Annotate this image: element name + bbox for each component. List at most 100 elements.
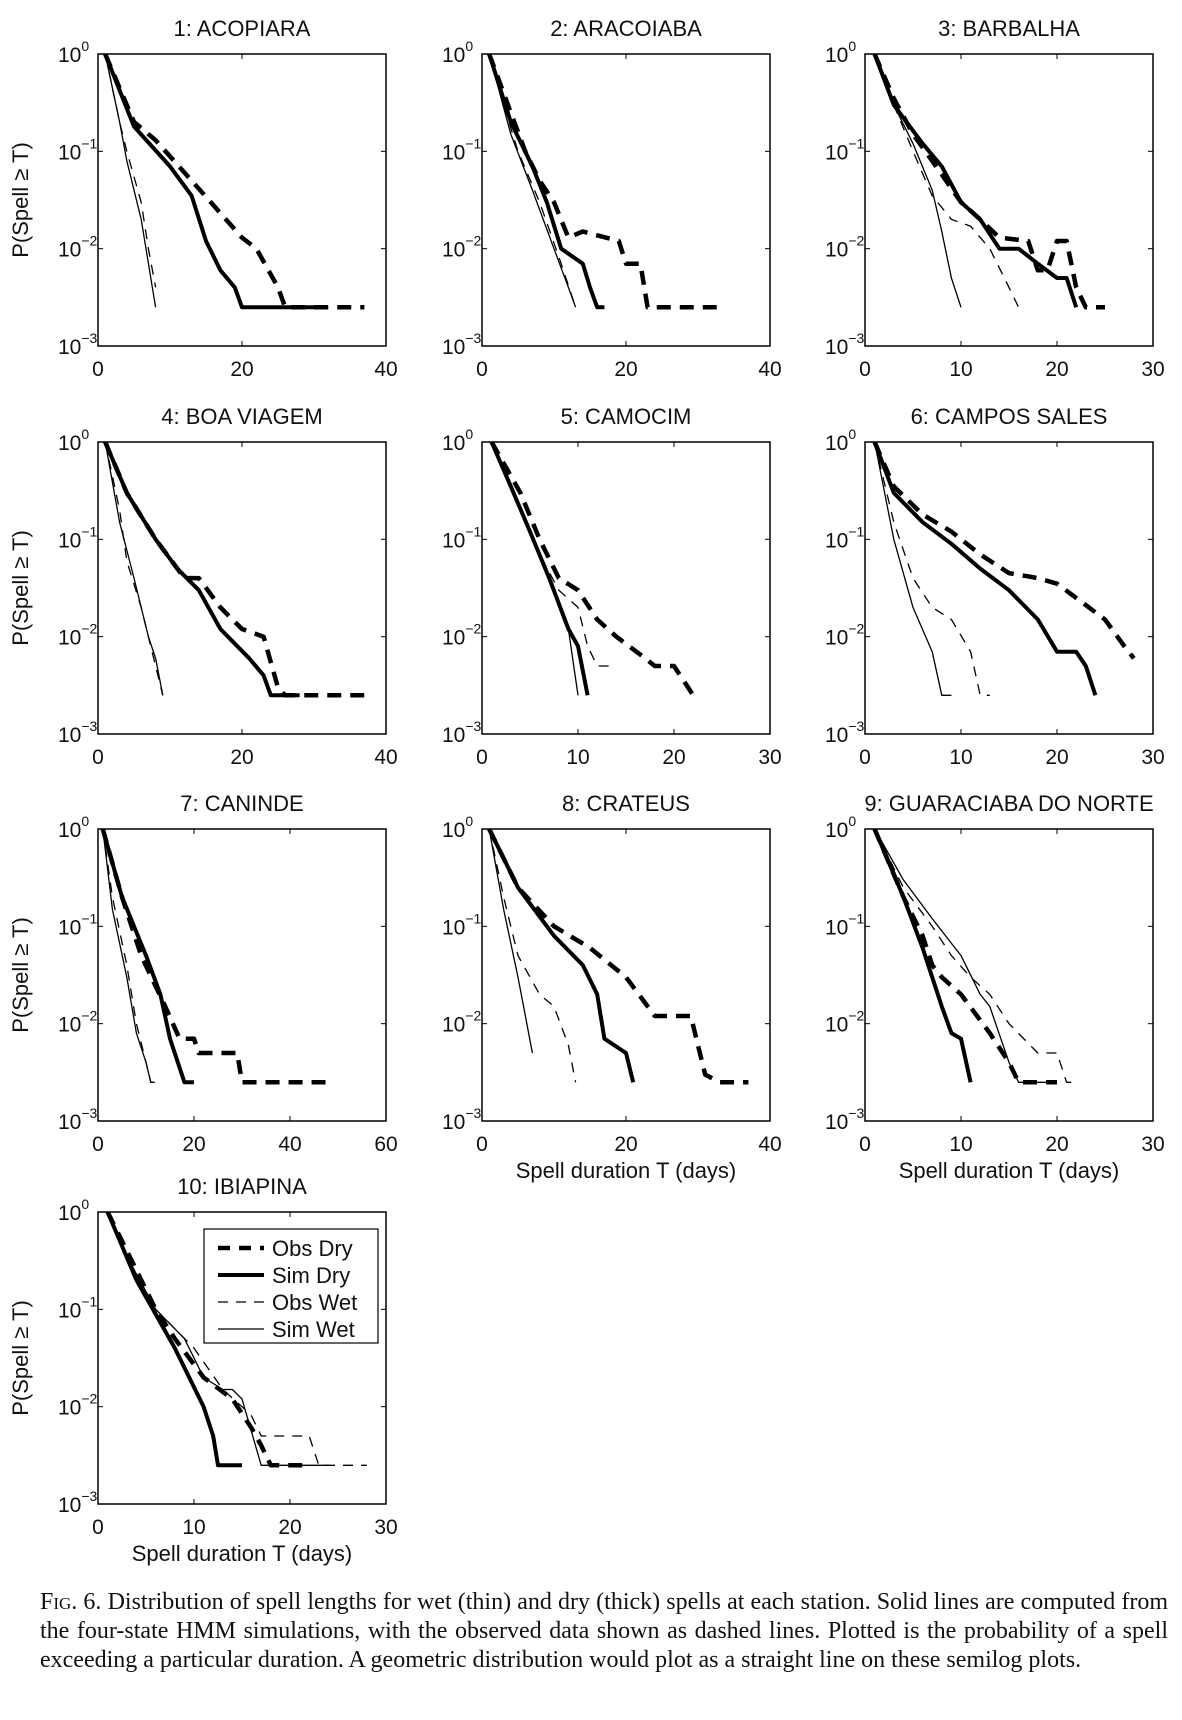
series-group [872, 442, 1136, 696]
x-tick-label: 0 [859, 358, 871, 381]
y-tick-base: 10 [58, 239, 81, 262]
y-tick-label: 10−3 [58, 330, 98, 359]
y-tick-exponent: −1 [465, 135, 481, 151]
x-tick-label: 40 [758, 358, 781, 381]
y-tick-exponent: 0 [848, 813, 856, 829]
y-tick-base: 10 [825, 819, 848, 842]
y-tick-label: 10−1 [825, 523, 865, 552]
x-tick-label: 10 [566, 746, 589, 769]
y-tick-label: 10−2 [58, 1391, 98, 1420]
series-sim-dry [100, 829, 194, 1085]
y-tick-base: 10 [825, 724, 848, 747]
series-obs-wet [874, 829, 1077, 1083]
x-tick-label: 10 [182, 1516, 205, 1539]
y-tick-label: 100 [442, 813, 473, 842]
y-tick-exponent: −2 [465, 621, 481, 637]
series-sim-dry [872, 54, 1079, 308]
series-obs-dry [487, 829, 749, 1085]
x-tick-label: 10 [949, 1133, 972, 1156]
y-tick-exponent: 0 [465, 38, 473, 54]
x-tick-label: 30 [1141, 746, 1164, 769]
x-tick-label: 20 [614, 358, 637, 381]
x-tick-label: 0 [859, 1133, 871, 1156]
series-group [872, 54, 1105, 310]
y-tick-base: 10 [442, 819, 465, 842]
y-axis-label: P(Spell ≥ T) [8, 917, 33, 1033]
y-tick-exponent: −2 [848, 1008, 864, 1024]
y-tick-exponent: −3 [81, 1488, 97, 1504]
y-tick-label: 10−1 [825, 135, 865, 164]
series-obs-dry [872, 442, 1136, 660]
x-tick-label: 0 [476, 358, 488, 381]
series-sim-wet [491, 442, 579, 696]
x-tick-label: 10 [949, 358, 972, 381]
series-group [489, 442, 696, 697]
y-tick-exponent: −3 [848, 1105, 864, 1121]
y-tick-base: 10 [442, 239, 465, 262]
series-sim-wet [104, 442, 164, 696]
series-obs-dry [100, 829, 334, 1085]
y-tick-exponent: 0 [465, 426, 473, 442]
axes-box [97, 441, 387, 735]
y-axis-label: P(Spell ≥ T) [8, 530, 33, 646]
y-tick-label: 10−3 [58, 718, 98, 747]
y-tick-base: 10 [58, 529, 81, 552]
series-group [872, 829, 1077, 1085]
series-group [487, 54, 720, 310]
series-group [100, 829, 334, 1085]
series-sim-dry [487, 54, 605, 310]
y-tick-label: 10−2 [825, 621, 865, 650]
y-tick-exponent: −1 [465, 523, 481, 539]
legend-label: Sim Wet [272, 1317, 355, 1342]
y-tick-exponent: −2 [465, 1008, 481, 1024]
y-tick-exponent: −1 [848, 910, 864, 926]
panel-title: 6: CAMPOS SALES [911, 404, 1108, 429]
y-tick-label: 100 [825, 426, 856, 455]
y-tick-base: 10 [442, 529, 465, 552]
series-sim-wet [873, 442, 952, 696]
y-tick-base: 10 [58, 724, 81, 747]
y-tick-base: 10 [825, 916, 848, 939]
y-tick-base: 10 [442, 724, 465, 747]
y-tick-base: 10 [58, 432, 81, 455]
y-tick-base: 10 [58, 1014, 81, 1037]
caption-label: Fig. 6. [40, 1589, 102, 1615]
series-sim-dry [105, 1212, 242, 1468]
x-tick-label: 30 [1141, 358, 1164, 381]
y-tick-exponent: −1 [81, 910, 97, 926]
y-tick-exponent: −2 [848, 233, 864, 249]
y-tick-label: 10−1 [442, 135, 482, 164]
y-axis-label: P(Spell ≥ T) [8, 1300, 33, 1416]
series-obs-wet [102, 829, 161, 1083]
x-tick-label: 60 [374, 1133, 397, 1156]
x-tick-label: 0 [859, 746, 871, 769]
series-obs-dry [487, 54, 720, 310]
x-axis-label: Spell duration T (days) [899, 1158, 1120, 1183]
y-tick-exponent: −2 [81, 1008, 97, 1024]
panel-title: 8: CRATEUS [562, 791, 690, 816]
y-tick-label: 10−1 [442, 910, 482, 939]
y-tick-exponent: −1 [81, 1293, 97, 1309]
y-tick-exponent: 0 [848, 426, 856, 442]
series-obs-wet [107, 1212, 367, 1466]
panel-title: 9: GUARACIABA DO NORTE [864, 791, 1153, 816]
y-tick-base: 10 [442, 336, 465, 359]
x-tick-label: 20 [182, 1133, 205, 1156]
y-tick-label: 10−1 [58, 523, 98, 552]
y-tick-base: 10 [825, 336, 848, 359]
series-sim-dry [103, 54, 322, 310]
y-tick-base: 10 [825, 627, 848, 650]
y-tick-base: 10 [58, 1299, 81, 1322]
x-tick-label: 40 [374, 746, 397, 769]
series-obs-wet [488, 829, 577, 1083]
series-sim-wet [488, 829, 534, 1054]
y-tick-label: 10−2 [442, 621, 482, 650]
y-tick-base: 10 [442, 627, 465, 650]
y-tick-label: 10−3 [825, 330, 865, 359]
